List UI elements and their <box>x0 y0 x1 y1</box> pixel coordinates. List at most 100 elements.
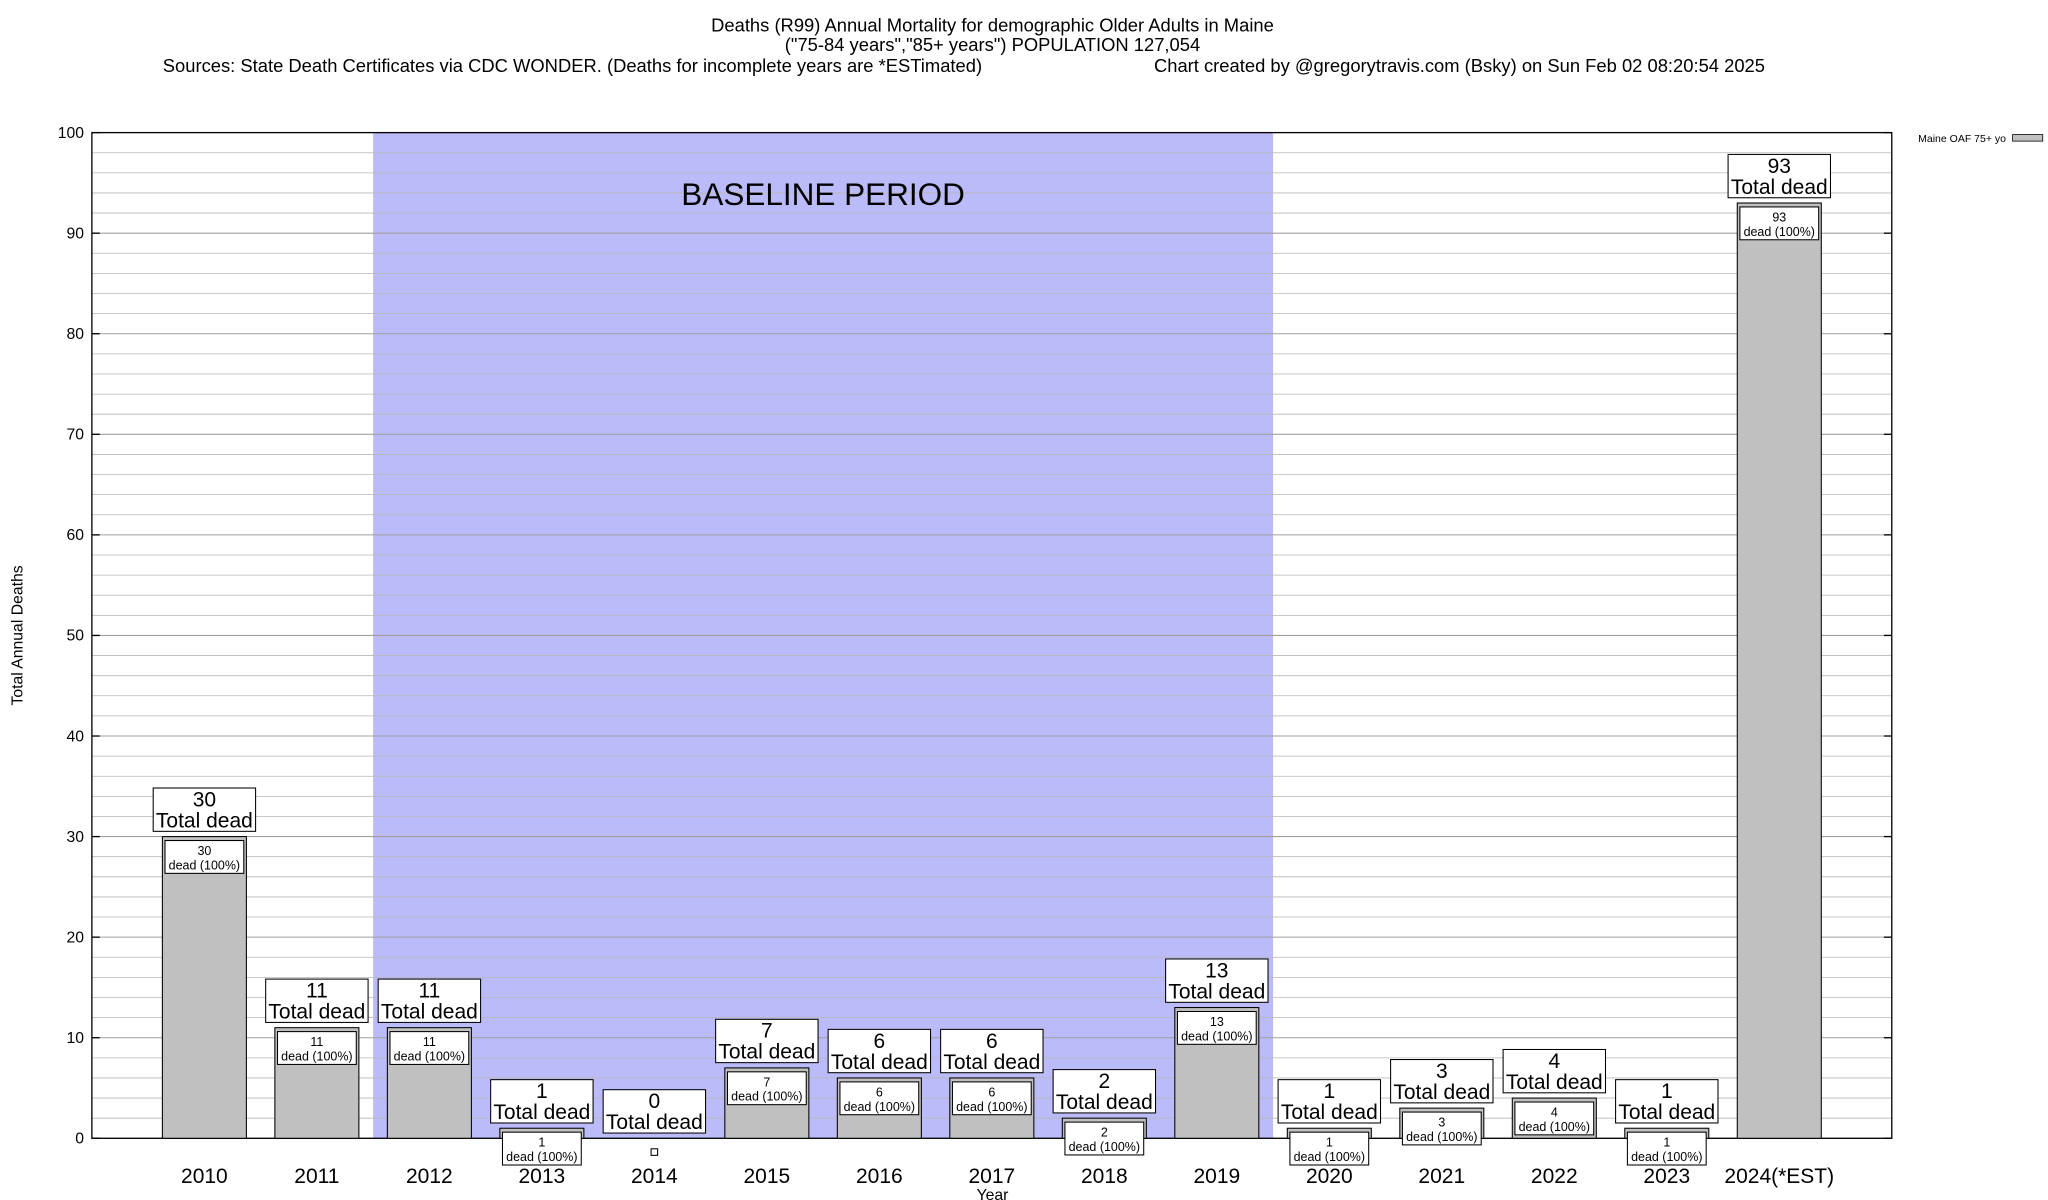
total-label-box <box>1390 1059 1494 1104</box>
total-label-value: 4 <box>1548 1050 1560 1073</box>
total-label-value: 30 <box>193 788 216 811</box>
total-label-text: Total dead <box>831 1051 928 1074</box>
bar <box>1736 202 1822 1139</box>
inner-label-box <box>1514 1101 1595 1136</box>
x-tick-label: 2021 <box>1418 1165 1465 1188</box>
y-tick-label: 70 <box>66 427 84 444</box>
x-tick-label: 2019 <box>1193 1165 1240 1188</box>
y-tick-label: 20 <box>66 929 84 946</box>
y-tick-label: 60 <box>66 527 84 544</box>
x-tick-label: 2013 <box>519 1165 566 1188</box>
total-label-box <box>1615 1079 1719 1124</box>
inner-label-box <box>650 1148 659 1156</box>
inner-label-text: dead (100%) <box>1744 225 1815 239</box>
inner-label-text: dead (100%) <box>394 1049 465 1063</box>
bar <box>161 836 247 1139</box>
inner-label-value: 30 <box>197 844 211 858</box>
legend-swatch <box>2012 134 2044 142</box>
shaded-region-label: BASELINE PERIOD <box>681 176 965 212</box>
chart-subtitle: ("75-84 years","85+ years") POPULATION 1… <box>785 34 1200 55</box>
total-label-text: Total dead <box>493 1101 590 1124</box>
total-label-box <box>940 1028 1044 1074</box>
x-tick-label: 2020 <box>1306 1165 1353 1188</box>
inner-label-value: 6 <box>988 1085 995 1099</box>
total-label-value: 1 <box>1323 1080 1335 1103</box>
total-label-text: Total dead <box>1056 1091 1153 1114</box>
y-tick-label: 90 <box>66 225 84 242</box>
inner-label-value: 13 <box>1210 1015 1224 1029</box>
inner-label-box <box>1401 1111 1482 1146</box>
total-label-value: 0 <box>649 1090 661 1113</box>
y-tick-label: 40 <box>66 728 84 745</box>
chart-source: Sources: State Death Certificates via CD… <box>163 55 982 76</box>
inner-label-text: dead (100%) <box>281 1049 352 1063</box>
x-axis-title: Year <box>977 1187 1009 1200</box>
inner-label-text: dead (100%) <box>731 1090 802 1104</box>
total-label-value: 7 <box>761 1020 773 1043</box>
total-label-text: Total dead <box>1281 1101 1378 1124</box>
inner-label-text: dead (100%) <box>1519 1120 1590 1134</box>
inner-label-text: dead (100%) <box>956 1100 1027 1114</box>
y-tick-label: 50 <box>66 628 84 645</box>
x-tick-label: 2022 <box>1531 1165 1578 1188</box>
inner-label-value: 2 <box>1101 1126 1108 1140</box>
total-label-box <box>1502 1048 1607 1094</box>
total-label-value: 6 <box>874 1030 886 1053</box>
inner-label-value: 1 <box>538 1136 545 1150</box>
x-tick-label: 2018 <box>1081 1165 1128 1188</box>
total-label-box <box>827 1028 932 1074</box>
inner-label-value: 1 <box>1663 1136 1670 1150</box>
total-label-box <box>602 1089 707 1134</box>
total-label-value: 3 <box>1436 1060 1448 1083</box>
inner-label-box <box>839 1081 920 1116</box>
x-tick-label: 2024(*EST) <box>1724 1165 1834 1188</box>
inner-label-box <box>726 1071 807 1106</box>
total-label-box <box>377 978 482 1023</box>
inner-label-box <box>1289 1131 1370 1166</box>
inner-label-value: 4 <box>1551 1105 1558 1119</box>
legend-label: Maine OAF 75+ yo <box>1918 133 2006 145</box>
inner-label-box <box>389 1031 470 1065</box>
x-tick-label: 2015 <box>743 1165 790 1188</box>
inner-label-box <box>951 1081 1032 1116</box>
y-tick-label: 10 <box>66 1030 84 1047</box>
total-label-text: Total dead <box>1168 980 1265 1003</box>
inner-label-box <box>164 840 245 874</box>
total-label-value: 1 <box>1661 1080 1673 1103</box>
inner-label-value: 7 <box>763 1075 770 1089</box>
total-label-box <box>1165 958 1269 1003</box>
inner-label-value: 11 <box>423 1035 436 1049</box>
total-label-box <box>1052 1069 1157 1114</box>
total-label-box <box>490 1079 594 1124</box>
inner-label-text: dead (100%) <box>1406 1130 1477 1144</box>
total-label-text: Total dead <box>1506 1071 1603 1094</box>
inner-label-text: dead (100%) <box>1631 1150 1702 1164</box>
inner-label-text: dead (100%) <box>844 1100 915 1114</box>
total-label-value: 11 <box>306 979 328 1002</box>
total-label-box <box>1727 153 1832 199</box>
x-tick-label: 2011 <box>294 1165 339 1188</box>
total-label-box <box>1277 1079 1382 1124</box>
inner-label-text: dead (100%) <box>1294 1150 1365 1164</box>
y-tick-label: 80 <box>66 326 84 343</box>
total-label-value: 13 <box>1205 959 1228 982</box>
total-label-box <box>265 978 369 1023</box>
y-tick-label: 0 <box>75 1131 84 1148</box>
total-label-text: Total dead <box>156 809 253 832</box>
inner-label-box <box>1176 1010 1257 1045</box>
total-label-text: Total dead <box>1393 1081 1490 1104</box>
x-tick-label: 2017 <box>968 1165 1015 1188</box>
total-label-text: Total dead <box>943 1051 1040 1074</box>
inner-label-text: dead (100%) <box>1069 1140 1140 1154</box>
total-label-text: Total dead <box>381 1000 478 1023</box>
total-label-box <box>715 1018 819 1064</box>
total-label-value: 93 <box>1768 155 1791 178</box>
y-tick-label: 100 <box>58 125 85 142</box>
total-label-value: 11 <box>418 979 440 1002</box>
y-axis-title: Total Annual Deaths <box>9 565 26 705</box>
inner-label-box <box>1064 1121 1145 1156</box>
total-label-value: 1 <box>536 1080 548 1103</box>
total-label-text: Total dead <box>1731 176 1828 199</box>
x-tick-label: 2010 <box>181 1165 228 1188</box>
inner-label-text: dead (100%) <box>1181 1029 1252 1043</box>
